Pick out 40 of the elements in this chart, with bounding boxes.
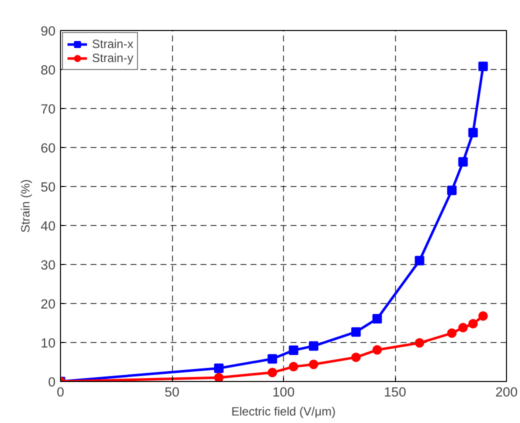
- point: [458, 322, 468, 332]
- point: [468, 128, 478, 138]
- y-axis-title: Strain (%): [18, 179, 33, 233]
- y-tick-label: 20: [40, 296, 56, 312]
- point: [372, 314, 382, 324]
- point: [414, 256, 424, 266]
- point: [308, 360, 318, 370]
- x-tick-label: 200: [495, 384, 518, 400]
- point: [447, 186, 457, 196]
- x-tick-label: 50: [164, 384, 180, 400]
- point: [288, 362, 298, 372]
- y-tick-label: 0: [48, 374, 56, 390]
- point: [351, 352, 361, 362]
- x-tick-label: 100: [272, 384, 295, 400]
- y-tick-label: 80: [40, 62, 56, 78]
- point: [447, 328, 457, 338]
- legend-label: Strain-x: [92, 37, 134, 51]
- point: [468, 319, 478, 329]
- point: [372, 345, 382, 355]
- point: [351, 327, 361, 337]
- point: [478, 311, 488, 321]
- y-tick-label: 50: [40, 180, 56, 194]
- y-tick-label: 30: [40, 258, 56, 272]
- y-tick-label: 70: [40, 102, 56, 116]
- point: [268, 354, 278, 364]
- point: [288, 346, 298, 356]
- legend-label: Strain-y: [92, 51, 134, 65]
- point: [214, 372, 224, 382]
- point: [268, 368, 278, 378]
- point: [478, 62, 488, 72]
- point: [414, 338, 424, 348]
- x-axis-title: Electric field (V/μm): [231, 404, 336, 418]
- y-tick-label: 10: [40, 336, 56, 350]
- y-tick-label: 40: [40, 218, 56, 234]
- point: [214, 363, 224, 373]
- x-tick-label: 150: [384, 384, 406, 400]
- point: [458, 157, 468, 167]
- point: [308, 341, 318, 351]
- y-tick-label: 90: [40, 24, 56, 38]
- y-tick-label: 60: [40, 140, 56, 156]
